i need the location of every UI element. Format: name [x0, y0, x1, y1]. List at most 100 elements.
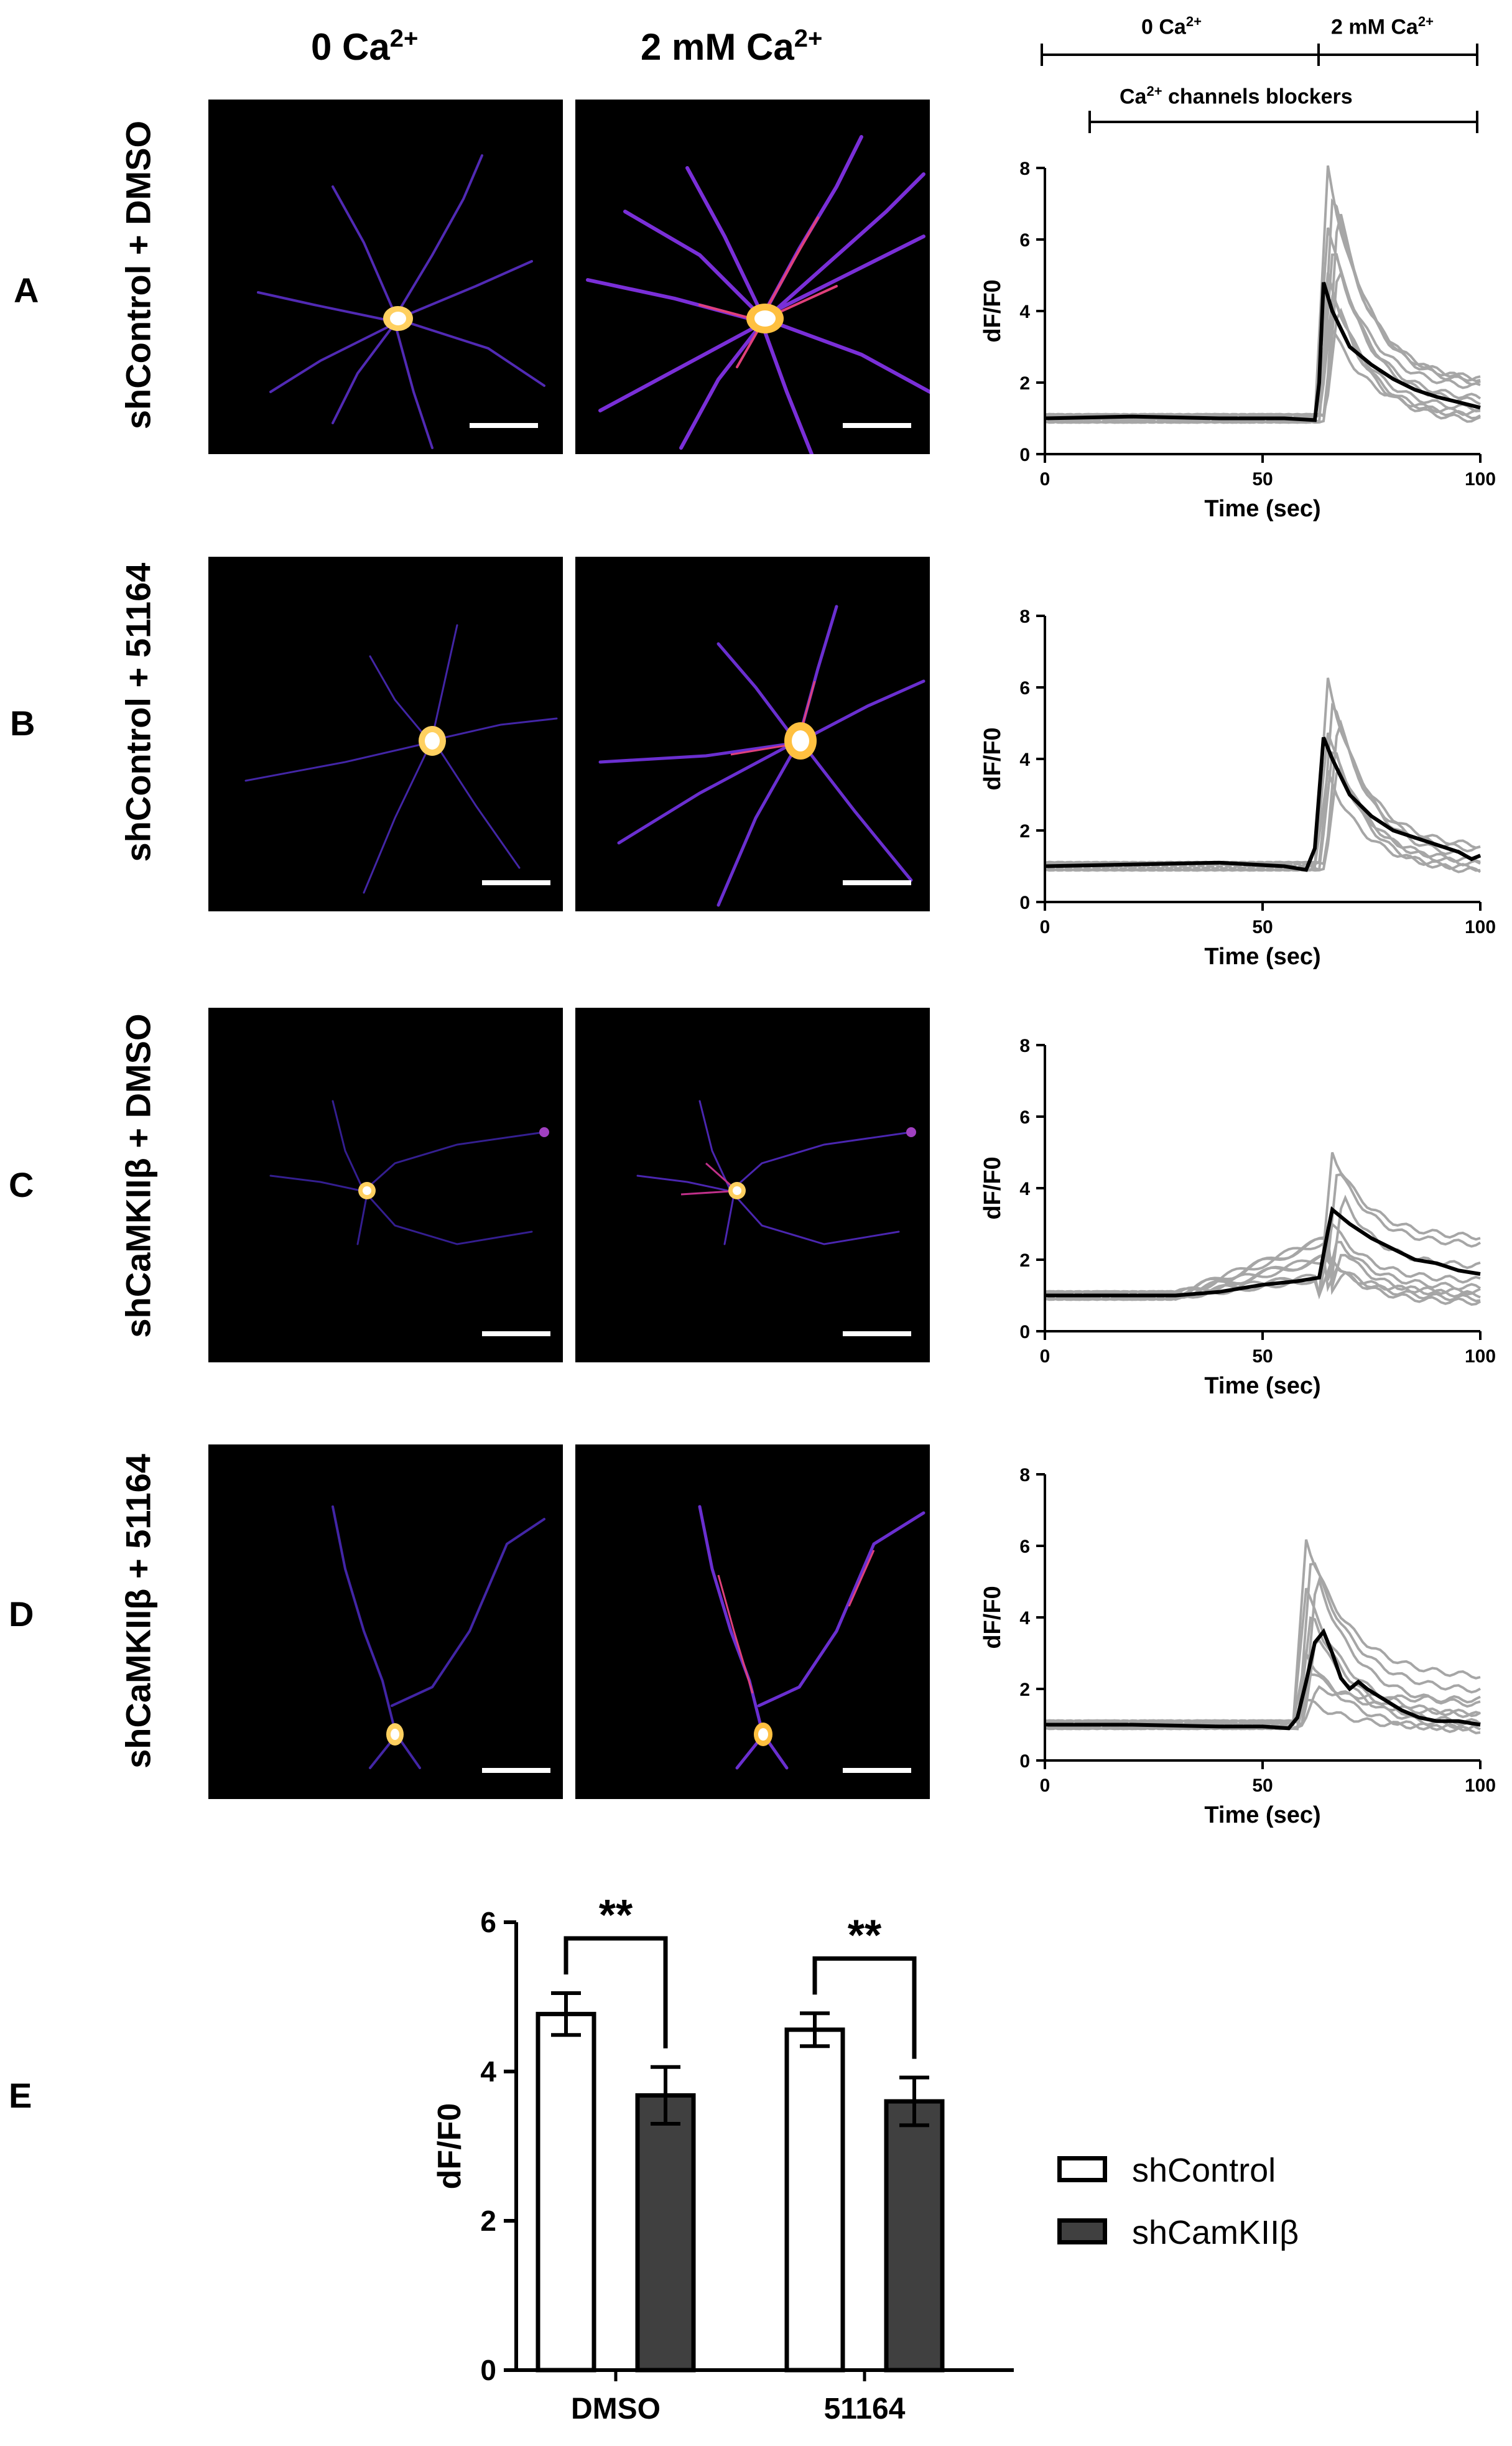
category-label: DMSO: [571, 2393, 661, 2425]
legend-label-shcamkii: shCamKIIβ: [1132, 2214, 1299, 2251]
trace-line: [1044, 751, 1482, 873]
y-tick-label: 8: [1019, 607, 1030, 627]
mean-trace-line: [1045, 1628, 1481, 1731]
y-tick-label: 6: [480, 1906, 496, 1938]
x-tick-label: 50: [1252, 917, 1273, 937]
y-tick-label: 0: [1019, 1751, 1030, 1772]
bar: [784, 2027, 845, 2373]
neuron-image: [257, 154, 545, 449]
x-tick-label: 100: [1465, 1775, 1496, 1796]
y-tick-label: 2: [1019, 821, 1030, 842]
timeline-annotation: [1041, 44, 1478, 133]
x-axis-label: Time (sec): [1204, 1373, 1320, 1399]
timeline-label-blockers: Ca2+ channels blockers: [1120, 83, 1353, 109]
trace-line: [1044, 1236, 1481, 1301]
y-tick-label: 4: [1019, 750, 1030, 770]
micrograph-d-0ca: [208, 1444, 563, 1799]
trace-line: [1044, 702, 1481, 872]
y-tick-label: 6: [1019, 1537, 1030, 1557]
y-tick-label: 4: [1019, 1179, 1030, 1199]
legend-swatch-shcontrol: [1057, 2156, 1107, 2182]
y-tick-label: 6: [1019, 230, 1030, 251]
x-tick-label: 0: [1040, 1346, 1051, 1367]
y-tick-label: 0: [1019, 1322, 1030, 1342]
trace-chart-b: 0 2 4 6 8 0 50 100 Time (sec) dF/F0: [980, 607, 1496, 970]
x-tick-label: 0: [1040, 469, 1051, 490]
scale-bar: [843, 1768, 911, 1773]
y-axis-label: dF/F0: [980, 727, 1006, 790]
y-tick-label: 8: [1019, 1036, 1030, 1056]
trace-line: [1044, 732, 1481, 872]
bar-chart-e: ** DMSO ** 51164 0 2 4 6 dF/F0: [435, 1890, 1014, 2425]
micrograph-c-0ca: [208, 1008, 563, 1362]
legend-label-shcontrol: shControl: [1132, 2152, 1276, 2189]
x-tick-label: 100: [1465, 1346, 1496, 1367]
mean-trace-line: [1044, 282, 1481, 422]
y-tick-label: 2: [480, 2205, 496, 2237]
significance-label: **: [599, 1890, 633, 1939]
micrograph-a-2mm: [575, 100, 930, 454]
neuron-image: [269, 1100, 549, 1245]
y-axis-label: dF/F0: [980, 279, 1006, 342]
x-axis-label: Time (sec): [1204, 1802, 1320, 1828]
timeline-label-2mm-ca: 2 mM Ca2+: [1331, 14, 1434, 39]
micrograph-b-2mm: [575, 557, 930, 911]
y-tick-label: 4: [1019, 1608, 1030, 1629]
y-tick-label: 4: [480, 2055, 496, 2088]
x-tick-label: 50: [1252, 1346, 1273, 1367]
trace-line: [1044, 317, 1481, 424]
y-tick-label: 2: [1019, 373, 1030, 394]
trace-line: [1044, 1698, 1481, 1732]
mean-trace-line: [1044, 737, 1482, 872]
trace-line: [1044, 272, 1481, 424]
scale-bar: [843, 423, 911, 428]
x-tick-label: 50: [1252, 1775, 1273, 1796]
y-tick-label: 0: [1019, 445, 1030, 465]
y-tick-label: 0: [1019, 893, 1030, 913]
micrograph-d-2mm: [575, 1444, 930, 1799]
significance-bracket: [564, 1936, 668, 2048]
x-tick-label: 50: [1252, 469, 1273, 490]
neuron-image: [244, 624, 558, 894]
scale-bar: [482, 1768, 550, 1773]
neuron-image: [332, 1505, 545, 1769]
trace-chart-d: 0 2 4 6 8 0 50 100 Time (sec) dF/F0: [980, 1465, 1496, 1828]
row-label-shcamkii-51164: shCaMKIIβ + 51164: [118, 1454, 158, 1769]
panel-label-d: D: [9, 1594, 34, 1634]
scale-bar: [482, 880, 550, 885]
y-axis-label: dF/F0: [980, 1586, 1006, 1648]
y-tick-label: 8: [1019, 1465, 1030, 1486]
scale-bar: [470, 423, 538, 428]
timeline-label-0-ca: 0 Ca2+: [1141, 14, 1202, 39]
category-label: 51164: [824, 2393, 906, 2425]
x-tick-label: 0: [1040, 1775, 1051, 1796]
column-title-2mm-ca: 2 mM Ca2+: [641, 25, 823, 68]
y-tick-label: 6: [1019, 1107, 1030, 1128]
x-tick-label: 100: [1465, 469, 1496, 490]
mean-trace-line: [1045, 1206, 1481, 1298]
y-tick-label: 4: [1019, 302, 1030, 322]
x-tick-label: 100: [1465, 917, 1496, 937]
bar: [536, 2012, 596, 2373]
y-tick-label: 0: [480, 2354, 496, 2386]
panel-label-e: E: [9, 2076, 32, 2115]
x-axis-label: Time (sec): [1204, 496, 1320, 522]
row-label-shcamkii-dmso: shCaMKIIβ + DMSO: [118, 1013, 158, 1338]
bar: [884, 2099, 945, 2373]
trace-line: [1044, 1562, 1481, 1731]
neuron-image: [698, 1505, 925, 1770]
y-tick-label: 8: [1019, 159, 1030, 179]
micrograph-a-0ca: [208, 100, 563, 454]
trace-line: [1044, 1588, 1481, 1731]
trace-line: [1044, 269, 1481, 424]
neuron-image: [586, 135, 930, 454]
significance-label: **: [848, 1910, 882, 1959]
bar: [635, 2093, 696, 2373]
trace-line: [1044, 227, 1481, 424]
trace-line: [1044, 1685, 1481, 1731]
y-axis-label: dF/F0: [980, 1156, 1006, 1219]
trace-chart-c: 0 2 4 6 8 0 50 100 Time (sec) dF/F0: [980, 1036, 1496, 1399]
panel-label-b: B: [10, 704, 35, 743]
trace-line: [1044, 766, 1481, 872]
significance-bracket: [812, 1956, 917, 2059]
